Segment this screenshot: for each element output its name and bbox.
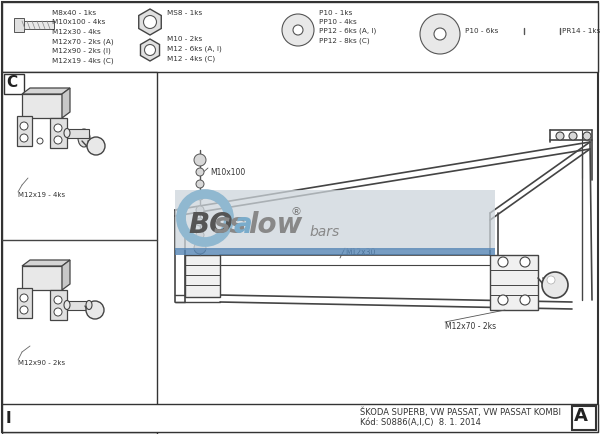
Text: BO: BO (188, 211, 233, 239)
Circle shape (520, 295, 530, 305)
Text: bars: bars (310, 225, 340, 239)
Text: ŠKODA SUPERB, VW PASSAT, VW PASSAT KOMBI: ŠKODA SUPERB, VW PASSAT, VW PASSAT KOMBI (360, 408, 561, 418)
Text: low: low (248, 211, 302, 239)
Text: M12x19 - 4ks (C): M12x19 - 4ks (C) (52, 57, 113, 64)
Circle shape (420, 14, 460, 54)
Text: PR14 - 1ks: PR14 - 1ks (562, 28, 600, 34)
Circle shape (196, 180, 204, 188)
Circle shape (196, 206, 204, 214)
Text: a: a (234, 211, 253, 239)
Ellipse shape (78, 129, 90, 147)
Circle shape (498, 257, 508, 267)
Text: C: C (6, 75, 17, 90)
Text: P10 - 1ks: P10 - 1ks (319, 10, 352, 16)
Polygon shape (140, 39, 160, 61)
Circle shape (196, 192, 204, 200)
Polygon shape (50, 290, 67, 320)
Text: M12x70 - 2ks (A): M12x70 - 2ks (A) (52, 39, 113, 45)
Circle shape (86, 301, 104, 319)
Polygon shape (22, 266, 62, 290)
Circle shape (194, 242, 206, 254)
Polygon shape (17, 116, 32, 146)
Bar (490, 255, 538, 310)
Polygon shape (17, 288, 32, 318)
Polygon shape (62, 88, 70, 118)
Text: M12x30: M12x30 (345, 248, 376, 257)
Text: A: A (574, 407, 588, 425)
Ellipse shape (64, 128, 70, 138)
Circle shape (293, 25, 303, 35)
Text: M12x90 - 2ks: M12x90 - 2ks (18, 360, 65, 366)
Text: M12x90 - 2ks (I): M12x90 - 2ks (I) (52, 48, 111, 55)
Text: PP12 - 8ks (C): PP12 - 8ks (C) (319, 37, 370, 43)
Text: M12x30 - 4ks: M12x30 - 4ks (52, 29, 101, 35)
Polygon shape (22, 88, 70, 94)
Circle shape (54, 296, 62, 304)
Text: M12 - 4ks (C): M12 - 4ks (C) (167, 55, 215, 62)
Polygon shape (62, 260, 70, 290)
Circle shape (194, 154, 206, 166)
Circle shape (520, 257, 530, 267)
Text: Kód: S0886(A,I,C)  8. 1. 2014: Kód: S0886(A,I,C) 8. 1. 2014 (360, 418, 481, 427)
Bar (2, 2, 598, 72)
Bar (67, 301, 89, 310)
Text: M12x19 - 4ks: M12x19 - 4ks (18, 192, 65, 198)
Bar (14, 18, 24, 32)
Text: PP12 - 6ks (A, I): PP12 - 6ks (A, I) (319, 28, 376, 34)
Text: M12x70 - 2ks: M12x70 - 2ks (445, 322, 496, 331)
Text: M10 - 2ks: M10 - 2ks (167, 36, 202, 42)
Bar (2, 404, 598, 432)
Circle shape (87, 137, 105, 155)
Circle shape (196, 231, 204, 239)
Bar (4, 410, 24, 430)
Circle shape (145, 45, 155, 56)
Circle shape (20, 306, 28, 314)
Text: M10x100: M10x100 (210, 168, 245, 177)
Circle shape (569, 132, 577, 140)
Text: ss: ss (214, 211, 247, 239)
Ellipse shape (86, 300, 92, 309)
Polygon shape (50, 118, 67, 148)
Circle shape (54, 308, 62, 316)
Bar (572, 406, 596, 430)
Circle shape (583, 132, 591, 140)
Circle shape (556, 132, 564, 140)
Circle shape (282, 14, 314, 46)
Circle shape (20, 294, 28, 302)
Ellipse shape (64, 300, 70, 309)
Circle shape (434, 28, 446, 40)
Text: PP10 - 4ks: PP10 - 4ks (319, 19, 357, 25)
Circle shape (547, 276, 555, 284)
Bar (175, 190, 495, 250)
Bar (185, 255, 220, 297)
Bar (175, 248, 495, 255)
Circle shape (20, 122, 28, 130)
Circle shape (54, 136, 62, 144)
Circle shape (498, 295, 508, 305)
Text: M8x40 - 1ks: M8x40 - 1ks (52, 10, 96, 16)
Circle shape (196, 168, 204, 176)
Bar (2, 72, 157, 434)
Text: ®: ® (290, 207, 301, 217)
Polygon shape (22, 94, 62, 118)
Circle shape (54, 124, 62, 132)
Polygon shape (22, 260, 70, 266)
Bar (4, 74, 24, 94)
Text: M12 - 6ks (A, I): M12 - 6ks (A, I) (167, 46, 222, 52)
Circle shape (37, 138, 43, 144)
Circle shape (20, 134, 28, 142)
Polygon shape (139, 9, 161, 35)
Text: I: I (6, 411, 11, 426)
Circle shape (196, 218, 204, 226)
Text: P10 - 6ks: P10 - 6ks (465, 28, 499, 34)
Circle shape (143, 16, 157, 29)
Bar (22, 21, 54, 29)
Text: M10x100 - 4ks: M10x100 - 4ks (52, 20, 106, 26)
Circle shape (542, 272, 568, 298)
Text: MS8 - 1ks: MS8 - 1ks (167, 10, 202, 16)
Bar (67, 129, 89, 138)
